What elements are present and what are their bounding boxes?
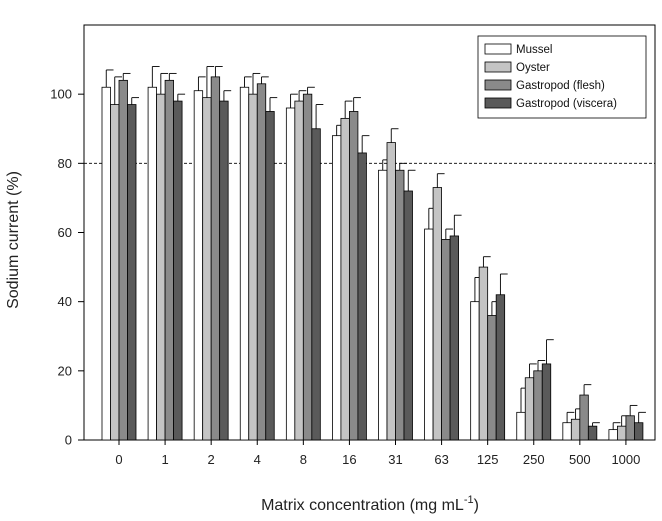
y-tick-label: 0 (65, 433, 72, 448)
x-tick-label: 2 (208, 452, 215, 467)
x-tick-label: 16 (342, 452, 356, 467)
bar (164, 79, 174, 441)
legend-swatch (484, 43, 512, 55)
bar (349, 111, 359, 441)
bar (617, 425, 627, 441)
bar (478, 266, 489, 441)
bar (441, 239, 451, 441)
bar (311, 128, 321, 441)
bar (608, 429, 618, 441)
bar (516, 411, 526, 441)
y-tick-label: 100 (50, 87, 72, 102)
legend-swatch (484, 97, 512, 109)
bar (357, 152, 367, 441)
bar (378, 169, 388, 441)
bar (579, 394, 589, 441)
bar (156, 93, 166, 441)
bar (118, 79, 128, 441)
bar (256, 83, 267, 441)
bar (210, 76, 221, 441)
bar (147, 86, 157, 441)
y-tick-label: 40 (58, 294, 72, 309)
legend-swatch (484, 79, 512, 91)
bar (495, 294, 506, 441)
bar (432, 187, 442, 441)
bar (541, 363, 552, 441)
y-tick-label: 60 (58, 225, 72, 240)
x-tick-label: 31 (388, 452, 402, 467)
x-tick-label: 1000 (611, 452, 640, 467)
bar (202, 97, 212, 441)
bar (340, 117, 350, 441)
y-axis-label: Sodium current (%) (5, 171, 22, 309)
bar (424, 228, 434, 441)
legend-swatch (484, 61, 512, 73)
bar (239, 86, 250, 441)
bar (219, 100, 229, 441)
legend-entry: Gastropod (viscera) (516, 98, 617, 110)
legend-entry: Oyster (516, 62, 550, 74)
bar (570, 418, 581, 441)
bar (487, 315, 497, 441)
bar (101, 86, 111, 441)
legend-entry: Gastropod (flesh) (516, 80, 605, 92)
x-tick-label: 125 (477, 452, 499, 467)
bar (386, 142, 396, 441)
x-tick-label: 250 (523, 452, 545, 467)
bar (110, 104, 120, 441)
bar (524, 377, 535, 441)
bar (403, 190, 413, 441)
bar (562, 422, 572, 441)
bar (449, 235, 459, 441)
x-axis-label: Matrix concentration (mg mL-1) (261, 494, 479, 514)
bar (127, 104, 137, 441)
bar (332, 135, 342, 441)
bar (470, 301, 480, 441)
bar (625, 415, 635, 441)
bar (285, 107, 296, 441)
legend-entry: Mussel (516, 44, 552, 56)
x-tick-label: 0 (115, 452, 122, 467)
bar (193, 90, 204, 441)
bar (302, 93, 313, 441)
legend: Mussel Oyster Gastropod (flesh) Gastropod (… (477, 35, 647, 119)
bar (248, 93, 258, 441)
x-tick-label: 500 (569, 452, 591, 467)
x-tick-label: 1 (161, 452, 168, 467)
y-tick-label: 80 (58, 156, 72, 171)
bar (587, 425, 598, 441)
bar (294, 100, 304, 441)
bar (265, 111, 275, 441)
x-tick-label: 4 (254, 452, 261, 467)
x-tick-label: 8 (300, 452, 307, 467)
bar (395, 169, 405, 441)
bar (634, 422, 644, 441)
bar (533, 370, 543, 441)
y-tick-label: 20 (58, 363, 72, 378)
bar (173, 100, 183, 441)
x-tick-label: 63 (434, 452, 448, 467)
